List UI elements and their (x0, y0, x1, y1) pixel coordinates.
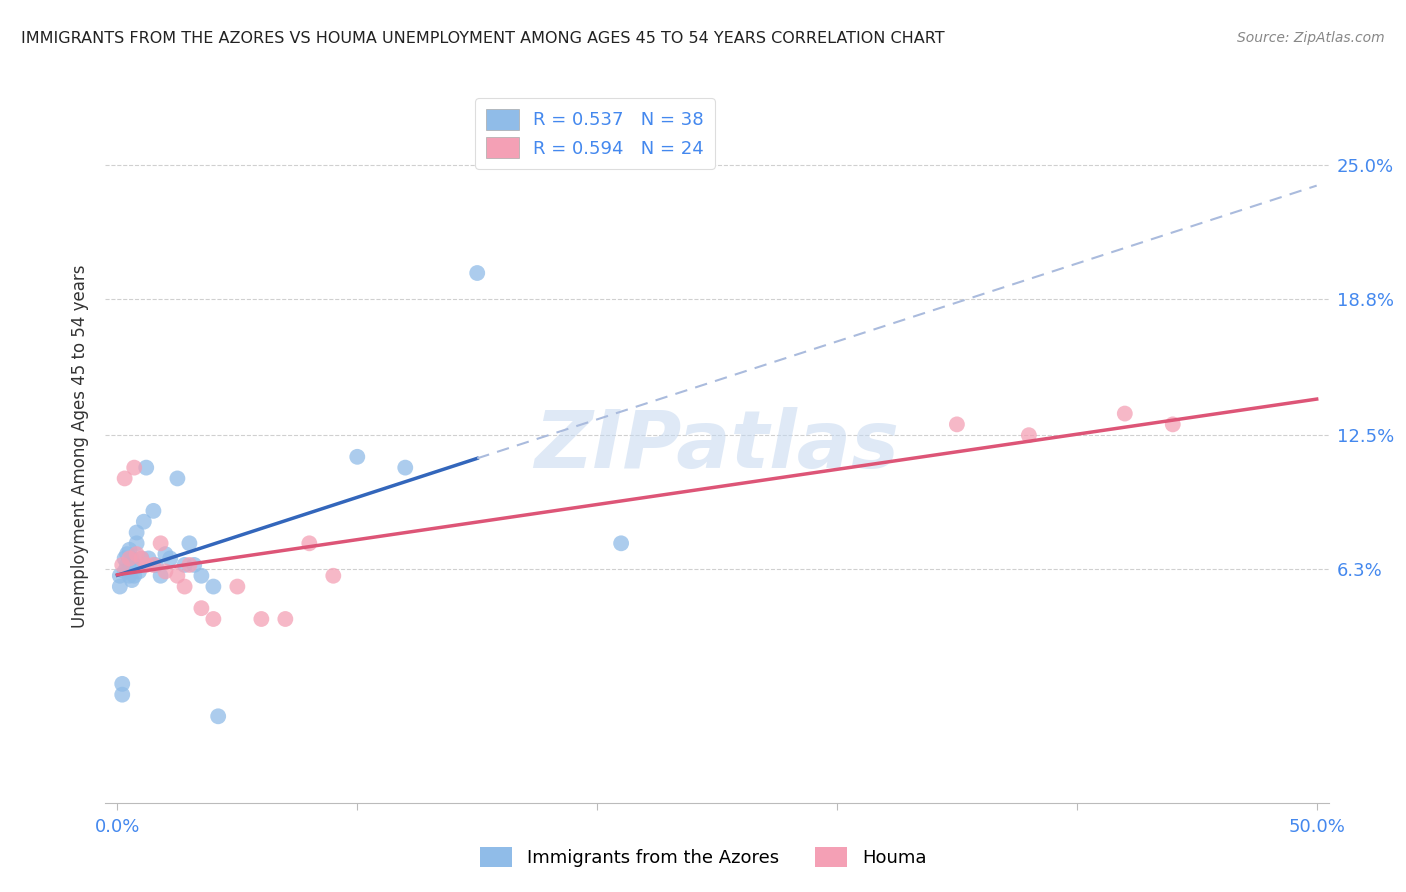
Point (179, 558, 201, 572)
Point (138, 551, 160, 566)
Point (183, 558, 205, 572)
Point (202, 612, 225, 626)
Point (118, 562, 141, 576)
Point (1114, 407, 1136, 421)
Point (149, 568, 172, 582)
Point (114, 471, 136, 485)
Point (118, 568, 141, 582)
Point (179, 536, 201, 550)
Point (125, 547, 148, 561)
Point (946, 417, 969, 432)
Point (173, 580, 195, 594)
Point (142, 504, 165, 518)
Point (118, 542, 141, 557)
Point (250, 612, 273, 626)
Point (166, 568, 188, 582)
Point (122, 558, 145, 572)
Point (1161, 417, 1184, 432)
Point (202, 580, 225, 594)
Point (135, 460, 157, 475)
Legend: R = 0.537   N = 38, R = 0.594   N = 24: R = 0.537 N = 38, R = 0.594 N = 24 (475, 98, 714, 169)
Text: Source: ZipAtlas.com: Source: ZipAtlas.com (1237, 31, 1385, 45)
Point (159, 551, 181, 566)
Point (108, 580, 131, 594)
Point (131, 551, 153, 566)
Point (610, 536, 633, 550)
Point (135, 558, 157, 572)
Point (142, 558, 165, 572)
Point (190, 601, 212, 615)
Point (115, 558, 138, 572)
Y-axis label: Unemployment Among Ages 45 to 54 years: Unemployment Among Ages 45 to 54 years (72, 264, 90, 628)
Legend: Immigrants from the Azores, Houma: Immigrants from the Azores, Houma (472, 839, 934, 874)
Point (166, 471, 188, 485)
Point (149, 536, 172, 550)
Point (111, 558, 134, 572)
Point (114, 551, 136, 566)
Point (121, 573, 143, 587)
Point (1018, 428, 1040, 442)
Point (190, 568, 212, 582)
Point (122, 460, 145, 475)
Point (118, 551, 141, 566)
Point (132, 515, 155, 529)
Point (465, 266, 488, 280)
Point (111, 688, 134, 702)
Point (122, 568, 145, 582)
Point (115, 547, 138, 561)
Text: IMMIGRANTS FROM THE AZORES VS HOUMA UNEMPLOYMENT AMONG AGES 45 TO 54 YEARS CORRE: IMMIGRANTS FROM THE AZORES VS HOUMA UNEM… (21, 31, 945, 46)
Text: ZIPatlas: ZIPatlas (534, 407, 900, 485)
Point (145, 558, 167, 572)
Point (155, 565, 177, 579)
Point (125, 525, 148, 540)
Point (111, 677, 134, 691)
Point (226, 580, 249, 594)
Point (114, 565, 136, 579)
Point (346, 450, 368, 464)
Point (128, 565, 150, 579)
Point (207, 709, 229, 723)
Point (322, 568, 344, 582)
Point (155, 547, 177, 561)
Point (394, 460, 416, 475)
Point (125, 536, 148, 550)
Point (274, 612, 297, 626)
Point (298, 536, 321, 550)
Point (131, 551, 153, 566)
Point (108, 568, 131, 582)
Point (173, 558, 195, 572)
Point (121, 551, 143, 566)
